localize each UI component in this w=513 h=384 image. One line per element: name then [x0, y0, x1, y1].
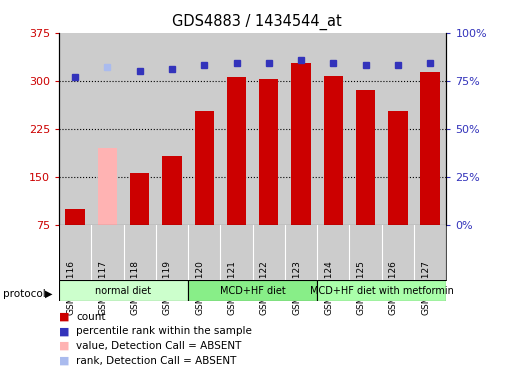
Bar	[317, 280, 446, 301]
Text: ■: ■	[59, 356, 69, 366]
Bar	[66, 209, 85, 225]
Bar	[59, 280, 188, 301]
Bar	[324, 76, 343, 225]
Text: GDS4883 / 1434544_at: GDS4883 / 1434544_at	[172, 13, 341, 30]
Bar	[162, 156, 182, 225]
Bar	[188, 280, 317, 301]
Bar	[388, 111, 407, 225]
Text: protocol: protocol	[3, 289, 45, 299]
Text: ■: ■	[59, 312, 69, 322]
Text: value, Detection Call = ABSENT: value, Detection Call = ABSENT	[76, 341, 241, 351]
Text: percentile rank within the sample: percentile rank within the sample	[76, 326, 252, 336]
Bar	[97, 148, 117, 225]
Text: MCD+HF diet with metformin: MCD+HF diet with metformin	[310, 286, 453, 296]
Text: count: count	[76, 312, 106, 322]
Bar	[227, 78, 246, 225]
Text: rank, Detection Call = ABSENT: rank, Detection Call = ABSENT	[76, 356, 236, 366]
Bar	[421, 72, 440, 225]
Bar	[356, 90, 376, 225]
Bar	[291, 63, 311, 225]
Bar	[194, 111, 214, 225]
Bar	[130, 174, 149, 225]
Text: ■: ■	[59, 341, 69, 351]
Bar	[259, 79, 279, 225]
Text: MCD+HF diet: MCD+HF diet	[220, 286, 286, 296]
Text: ■: ■	[59, 326, 69, 336]
Text: ▶: ▶	[45, 289, 53, 299]
Text: normal diet: normal diet	[95, 286, 152, 296]
